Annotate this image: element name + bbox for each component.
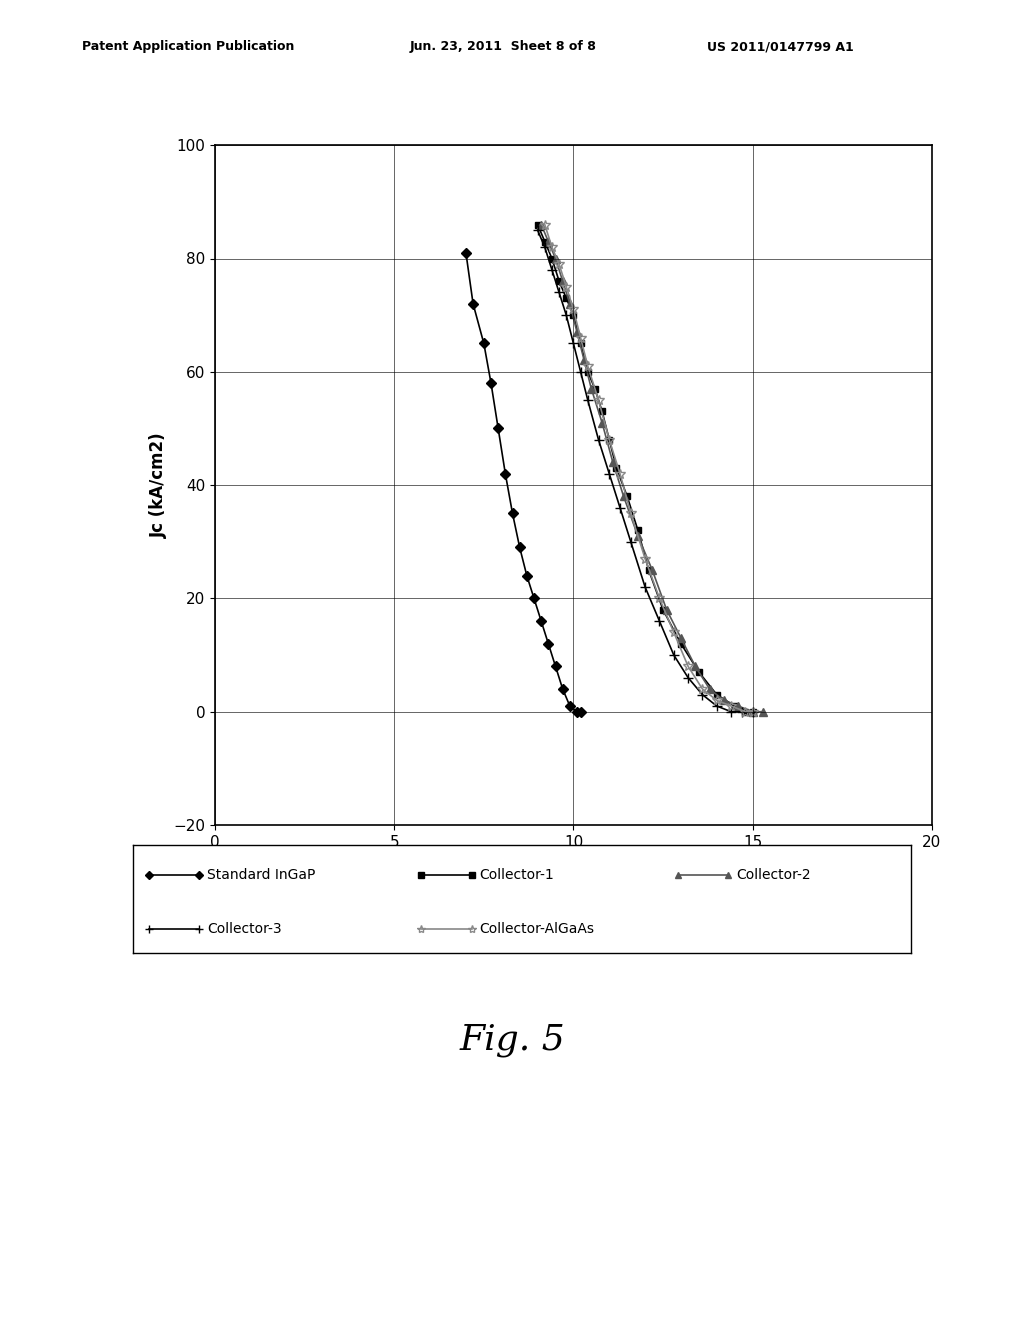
Text: Collector-2: Collector-2 [736,869,811,882]
Text: Collector-3: Collector-3 [207,923,282,936]
X-axis label: BVce (V): BVce (V) [534,855,613,874]
Y-axis label: Jc (kA/cm2): Jc (kA/cm2) [150,432,168,539]
Text: Collector-AlGaAs: Collector-AlGaAs [479,923,595,936]
Text: Standard InGaP: Standard InGaP [207,869,315,882]
Text: Fig. 5: Fig. 5 [459,1023,565,1057]
Text: Jun. 23, 2011  Sheet 8 of 8: Jun. 23, 2011 Sheet 8 of 8 [410,40,596,53]
Text: US 2011/0147799 A1: US 2011/0147799 A1 [707,40,853,53]
Text: Collector-1: Collector-1 [479,869,554,882]
Text: Patent Application Publication: Patent Application Publication [82,40,294,53]
